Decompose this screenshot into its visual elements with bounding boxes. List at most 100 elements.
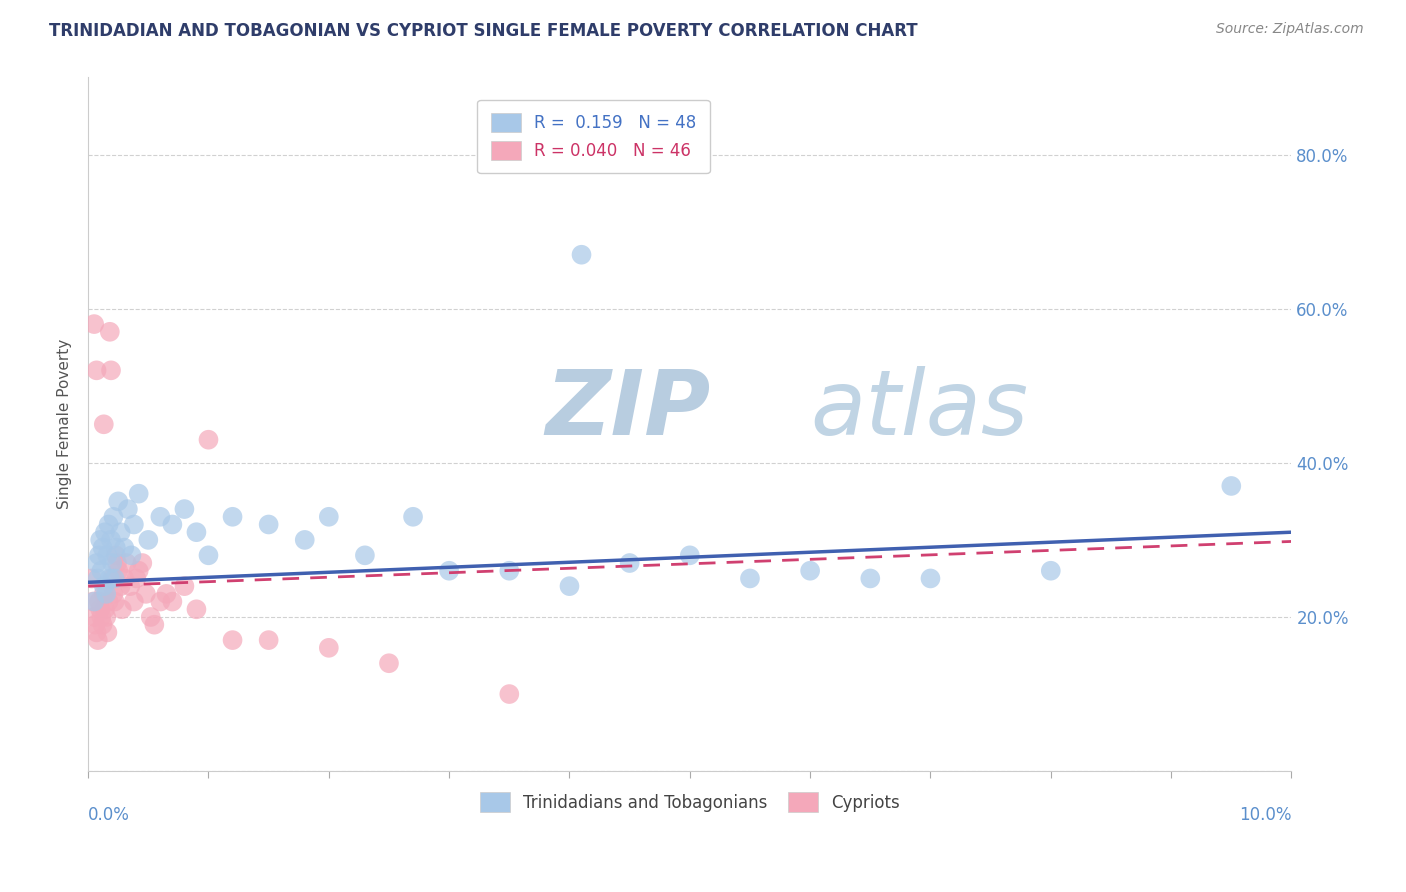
Point [87, 549, 110, 563]
Point [120, 579, 142, 593]
Point [104, 571, 127, 585]
Point [87, 571, 110, 585]
Point [91, 541, 114, 555]
Point [115, 556, 138, 570]
Point [197, 433, 219, 447]
Point [318, 509, 340, 524]
Point [558, 579, 581, 593]
Point [139, 610, 162, 624]
Point [920, 571, 942, 585]
Text: 0.0%: 0.0% [89, 805, 129, 824]
Point [93, 417, 115, 432]
Point [125, 571, 148, 585]
Point [84, 617, 107, 632]
Text: ZIP: ZIP [546, 367, 710, 454]
Point [105, 556, 128, 570]
Point [149, 509, 172, 524]
Point [101, 571, 124, 585]
Point [131, 556, 153, 570]
Point [1039, 564, 1062, 578]
Point [100, 533, 122, 547]
Point [197, 549, 219, 563]
Point [117, 502, 139, 516]
Point [619, 556, 641, 570]
Point [80, 571, 103, 585]
Point [257, 517, 280, 532]
Point [107, 494, 129, 508]
Point [94, 602, 117, 616]
Text: 10.0%: 10.0% [1239, 805, 1292, 824]
Point [679, 549, 702, 563]
Point [128, 564, 150, 578]
Point [82, 594, 104, 608]
Point [86, 363, 108, 377]
Point [111, 602, 134, 616]
Point [96, 549, 118, 563]
Point [87, 633, 110, 648]
Point [96, 610, 118, 624]
Text: Source: ZipAtlas.com: Source: ZipAtlas.com [1216, 22, 1364, 37]
Point [97, 594, 120, 608]
Point [354, 549, 377, 563]
Point [83, 594, 105, 608]
Point [859, 571, 882, 585]
Point [96, 625, 118, 640]
Point [437, 564, 460, 578]
Point [110, 579, 132, 593]
Point [121, 549, 143, 563]
Point [122, 517, 145, 532]
Point [221, 509, 243, 524]
Point [107, 564, 129, 578]
Point [83, 317, 105, 331]
Point [112, 571, 135, 585]
Point [221, 633, 243, 648]
Point [135, 587, 157, 601]
Y-axis label: Single Female Poverty: Single Female Poverty [58, 339, 72, 509]
Point [83, 610, 105, 624]
Point [103, 587, 125, 601]
Point [498, 687, 520, 701]
Point [100, 363, 122, 377]
Point [104, 541, 127, 555]
Point [173, 502, 195, 516]
Point [162, 594, 184, 608]
Point [318, 640, 340, 655]
Point [91, 617, 114, 632]
Point [173, 579, 195, 593]
Point [162, 517, 184, 532]
Point [136, 533, 159, 547]
Point [110, 525, 132, 540]
Point [738, 571, 761, 585]
Point [90, 564, 112, 578]
Point [89, 533, 111, 547]
Point [103, 509, 125, 524]
Point [799, 564, 821, 578]
Text: TRINIDADIAN AND TOBAGONIAN VS CYPRIOT SINGLE FEMALE POVERTY CORRELATION CHART: TRINIDADIAN AND TOBAGONIAN VS CYPRIOT SI… [49, 22, 918, 40]
Point [98, 571, 121, 585]
Point [96, 587, 118, 601]
Point [89, 602, 111, 616]
Point [294, 533, 316, 547]
Point [97, 517, 120, 532]
Point [93, 587, 115, 601]
Point [571, 248, 593, 262]
Point [128, 486, 150, 500]
Point [101, 556, 124, 570]
Point [90, 610, 112, 624]
Point [112, 541, 135, 555]
Point [143, 617, 166, 632]
Point [87, 594, 110, 608]
Point [86, 625, 108, 640]
Point [186, 525, 208, 540]
Point [93, 579, 115, 593]
Point [122, 594, 145, 608]
Point [402, 509, 425, 524]
Point [94, 525, 117, 540]
Point [104, 549, 127, 563]
Point [86, 556, 108, 570]
Point [149, 594, 172, 608]
Point [98, 325, 121, 339]
Point [257, 633, 280, 648]
Point [498, 564, 520, 578]
Point [155, 587, 177, 601]
